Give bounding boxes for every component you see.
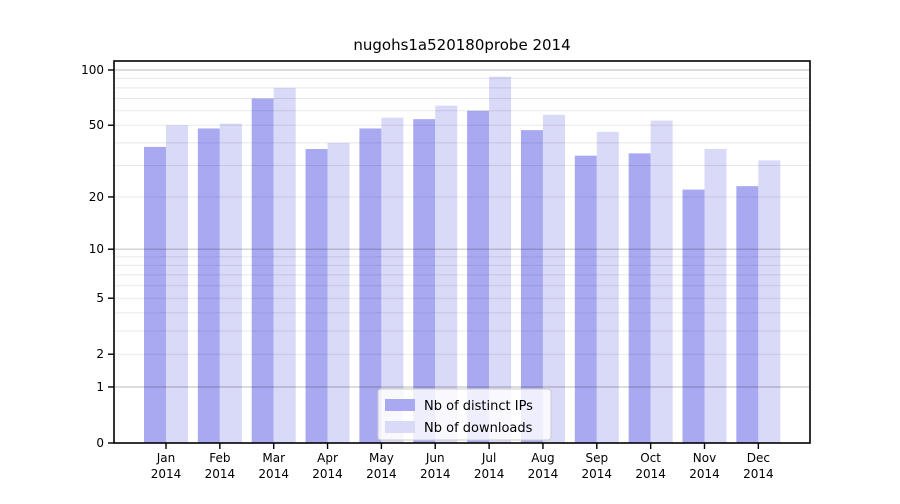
bar-distinct-ips-aug	[520, 130, 543, 443]
bar-distinct-ips-jul	[467, 110, 490, 443]
x-tick-label-month-jul: Jul	[481, 451, 496, 465]
x-tick-label-month-feb: Feb	[209, 451, 230, 465]
bar-downloads-jan	[166, 125, 188, 443]
x-tick-label-month-dec: Dec	[747, 451, 770, 465]
bar-distinct-ips-feb	[197, 128, 220, 443]
y-tick-label-5: 5	[96, 291, 104, 305]
y-tick-label-50: 50	[89, 118, 104, 132]
x-tick-label-month-apr: Apr	[317, 451, 338, 465]
bar-distinct-ips-apr	[305, 149, 328, 443]
x-tick-label-year-feb: 2014	[205, 467, 236, 481]
x-tick-label-year-jul: 2014	[474, 467, 505, 481]
x-tick-label-month-jan: Jan	[156, 451, 176, 465]
bar-downloads-jun	[435, 105, 458, 443]
bar-downloads-nov	[704, 149, 727, 443]
x-tick-label-year-sep: 2014	[582, 467, 613, 481]
bar-distinct-ips-nov	[682, 189, 705, 443]
legend-swatch-distinct-ips	[385, 399, 415, 411]
bar-distinct-ips-mar	[251, 98, 274, 443]
bar-downloads-jul	[489, 76, 512, 443]
bar-distinct-ips-dec	[736, 186, 759, 444]
bar-distinct-ips-sep	[574, 155, 597, 444]
legend-box	[377, 388, 552, 441]
y-tick-label-1: 1	[96, 380, 104, 394]
bar-downloads-mar	[273, 87, 296, 443]
x-tick-label-year-apr: 2014	[312, 467, 343, 481]
bar-downloads-sep	[596, 131, 619, 443]
chart-title: nugohs1a520180probe 2014	[353, 36, 570, 54]
y-tick-label-10: 10	[89, 242, 104, 256]
x-tick-label-year-aug: 2014	[528, 467, 559, 481]
x-tick-label-month-oct: Oct	[640, 451, 661, 465]
x-tick-label-month-sep: Sep	[585, 451, 608, 465]
x-tick-label-year-oct: 2014	[635, 467, 666, 481]
y-tick-label-0: 0	[96, 436, 104, 450]
bar-distinct-ips-jun	[413, 119, 436, 443]
x-tick-label-year-jun: 2014	[420, 467, 451, 481]
x-tick-label-month-may: May	[369, 451, 394, 465]
x-tick-label-year-nov: 2014	[689, 467, 720, 481]
legend-swatch-downloads	[385, 421, 415, 433]
bar-downloads-dec	[758, 160, 781, 443]
bars-group	[144, 76, 781, 444]
x-tick-label-year-mar: 2014	[258, 467, 289, 481]
plot-frame	[113, 60, 811, 444]
legend: Nb of distinct IPs Nb of downloads	[377, 388, 552, 441]
x-tick-label-month-aug: Aug	[531, 451, 554, 465]
y-tick-label-20: 20	[89, 190, 104, 204]
bar-distinct-ips-may	[359, 128, 382, 443]
legend-label-downloads: Nb of downloads	[424, 421, 533, 436]
bar-distinct-ips-oct	[628, 153, 651, 443]
y-tick-label-100: 100	[81, 63, 104, 77]
x-tick-label-year-jan: 2014	[151, 467, 182, 481]
x-tick-label-year-dec: 2014	[743, 467, 774, 481]
bar-downloads-may	[381, 117, 404, 443]
x-tick-label-month-nov: Nov	[693, 451, 716, 465]
bar-downloads-feb	[219, 123, 242, 443]
x-tick-label-month-mar: Mar	[262, 451, 285, 465]
x-tick-label-year-may: 2014	[366, 467, 397, 481]
y-tick-label-2: 2	[96, 347, 104, 361]
x-axis-ticks: Jan 2014 Feb 2014 Mar 2014 Apr 2014 May 2014 Jun 20…	[151, 443, 774, 481]
bar-distinct-ips-jan	[144, 146, 166, 443]
bar-downloads-aug	[542, 114, 565, 444]
gridlines-group	[115, 69, 809, 388]
bar-downloads-oct	[650, 120, 673, 443]
x-tick-label-month-jun: Jun	[425, 451, 445, 465]
legend-label-distinct-ips: Nb of distinct IPs	[424, 399, 533, 414]
bar-downloads-apr	[327, 142, 350, 443]
